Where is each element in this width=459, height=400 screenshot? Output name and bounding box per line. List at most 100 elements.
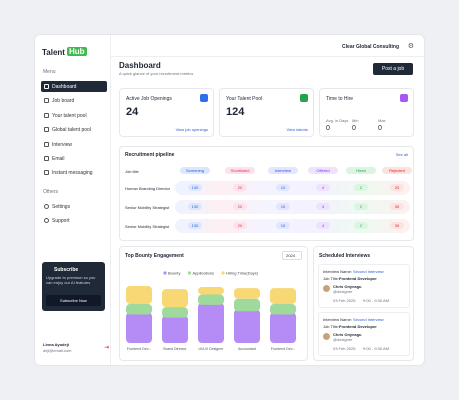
stage-count: 10 <box>276 184 290 191</box>
menu-item[interactable]: Global talent pool <box>41 124 107 135</box>
interview-time: 9:00 - 9:30 AM <box>363 298 390 303</box>
bar-segment <box>234 309 260 343</box>
brand: Talent <box>42 48 65 57</box>
interview-time: 9:00 - 9:30 AM <box>363 346 390 351</box>
menu-icon <box>44 218 49 224</box>
menu-icon <box>44 156 49 161</box>
chart-title: Top Bounty Engagement <box>125 253 184 259</box>
interview-name: Second Interview <box>353 317 384 322</box>
stage-count: 20 <box>233 203 247 210</box>
bar-segment <box>198 302 224 343</box>
stat-link[interactable]: View job openings <box>175 127 208 132</box>
metric-label: Min <box>352 118 359 123</box>
job-title: Human Branding Director <box>125 186 171 191</box>
menu-text: Support <box>52 218 70 225</box>
legend-label: Applications <box>192 271 214 276</box>
page-title: Dashboard <box>119 61 161 70</box>
bar-segment <box>126 286 152 304</box>
pipeline-band <box>175 200 410 214</box>
menu-item[interactable]: Support <box>41 215 107 226</box>
bar-segment <box>270 312 296 343</box>
stat-card: Time to Hire Avg. in Days 0 Min 0 Max 0 <box>319 88 414 137</box>
menu-text: Job board <box>52 98 75 105</box>
interview-date: 03 Feb 2025 <box>333 346 356 351</box>
x-tick-label: Accountant <box>238 347 256 351</box>
bar-segment <box>234 298 260 312</box>
interview-name-label: Interview Name: <box>323 317 352 322</box>
bar-segment <box>198 287 224 295</box>
menu-item[interactable]: Dashboard <box>41 81 107 92</box>
others-label: Others <box>43 189 59 195</box>
stage-header: Rejected <box>382 167 412 174</box>
interviews-title: Scheduled Interviews <box>319 253 371 259</box>
post-job-button[interactable]: Post a job <box>373 63 413 75</box>
promo-text: Upgrade to premium so you can enjoy our … <box>46 275 96 285</box>
promo-title: Subscribe <box>54 267 79 273</box>
promo-button[interactable]: Subscribe Now <box>46 295 101 306</box>
job-title: Senior Mobility Strategist <box>125 205 170 210</box>
stage-count: 2 <box>354 222 368 229</box>
brand-badge: Hub <box>67 47 87 56</box>
stage-header: Interview <box>268 167 298 174</box>
logout-icon[interactable]: ⇥ <box>104 345 110 351</box>
user-name: Linna Ayodeji <box>43 342 69 347</box>
job-label: Job Title: <box>323 276 340 281</box>
menu-text: Settings <box>52 204 71 210</box>
interview-date: 03 Feb 2025 <box>333 298 356 303</box>
menu-item[interactable]: Your talent pool <box>41 110 107 121</box>
menu-item[interactable]: Email <box>41 153 107 164</box>
job-label: Job Title: <box>323 324 340 329</box>
x-tick-label: UI/UX Designer <box>199 347 225 351</box>
bar-segment <box>198 294 224 305</box>
stage-header: Screening <box>180 167 210 174</box>
bar-segment <box>162 315 188 343</box>
stat-link[interactable]: View talents <box>286 127 309 132</box>
pipeline-link[interactable]: See all <box>395 152 408 157</box>
chart-plot: Bounty Applications Hiring Time(Days) Front… <box>126 271 296 351</box>
candidate-name: Chris Onyeagu <box>333 332 362 337</box>
stat-title: Your Talent Pool <box>226 96 263 102</box>
pipeline-band <box>175 181 410 195</box>
metric-value: 0 <box>352 125 356 132</box>
promo-card: Subscribe Upgrade to premium so you can e… <box>42 262 105 311</box>
x-tick-label: Frontend Dev... <box>127 347 152 351</box>
bar-segment <box>126 303 152 315</box>
menu-text: Global talent pool <box>52 127 91 134</box>
menu-item[interactable]: Settings <box>41 201 107 212</box>
bar-segment <box>126 312 152 343</box>
page-subtitle: A quick glance of your recruitment metri… <box>119 71 194 76</box>
stat-value: 24 <box>126 106 139 118</box>
stat-value: 124 <box>226 106 245 118</box>
chart-filter[interactable]: 2024 <box>282 251 302 260</box>
legend-swatch <box>187 271 192 275</box>
menu-label: Menu <box>43 69 56 75</box>
stage-count: 20 <box>233 222 247 229</box>
settings-icon[interactable]: ⚙ <box>407 43 414 50</box>
bar-segment <box>270 303 296 315</box>
candidate-handle: @designer <box>333 337 353 342</box>
stage-count: 130 <box>188 184 202 191</box>
pipeline-card: Recruitment pipeline See all Job title Scre… <box>119 146 414 241</box>
x-tick-label: Brand Director <box>163 347 187 351</box>
stat-icon <box>400 94 408 102</box>
menu-icon <box>44 98 49 104</box>
legend-swatch <box>221 271 225 275</box>
candidate-name: Chris Onyeagu <box>333 284 362 289</box>
menu-item[interactable]: Job board <box>41 95 107 106</box>
stage-count: 4 <box>316 184 330 191</box>
menu-text: Instant messaging <box>52 170 93 177</box>
avatar <box>323 285 330 292</box>
menu-item[interactable]: Interview <box>41 139 107 150</box>
chart-card: Top Bounty Engagement 2024 Bounty Applicati… <box>119 246 308 361</box>
stage-count: 30 <box>390 203 404 210</box>
interview-name-label: Interview Name: <box>323 269 352 274</box>
metric-value: 0 <box>326 125 330 132</box>
job-name: Frontend Developer <box>339 276 377 281</box>
stage-count: 130 <box>188 222 202 229</box>
menu-item[interactable]: Instant messaging <box>41 167 107 178</box>
legend-swatch <box>163 271 167 275</box>
stage-count: 2 <box>354 203 368 210</box>
stage-count: 20 <box>233 184 247 191</box>
pipeline-band <box>175 219 410 233</box>
